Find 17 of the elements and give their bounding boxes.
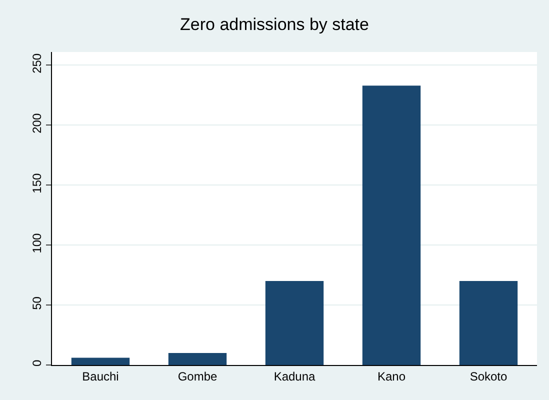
y-tick-label: 100 — [30, 232, 44, 254]
x-tick-label: Bauchi — [82, 369, 119, 384]
bar — [168, 353, 227, 365]
bar — [362, 86, 421, 365]
y-tick-label: 150 — [30, 172, 44, 194]
bar — [71, 358, 130, 365]
bar — [265, 281, 324, 365]
x-tick-label: Kano — [377, 369, 406, 384]
y-tick-label: 50 — [30, 296, 44, 310]
y-tick-label: 200 — [30, 113, 44, 134]
y-tick-label: 250 — [30, 53, 44, 74]
chart-title: Zero admissions by state — [180, 14, 369, 34]
x-tick-label: Sokoto — [470, 369, 508, 384]
x-tick-label: Kaduna — [274, 369, 316, 384]
bar — [459, 281, 518, 365]
y-tick-label: 0 — [30, 360, 44, 367]
x-tick-label: Gombe — [178, 369, 218, 384]
